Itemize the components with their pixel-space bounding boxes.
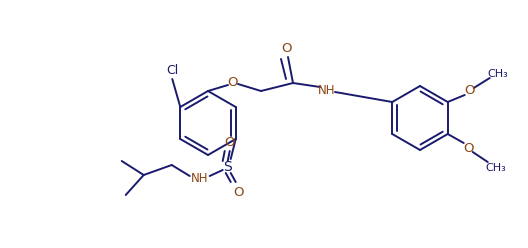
Text: O: O bbox=[281, 41, 291, 55]
Text: NH: NH bbox=[318, 84, 336, 96]
Text: O: O bbox=[465, 84, 475, 96]
Text: O: O bbox=[464, 143, 474, 155]
Text: O: O bbox=[224, 135, 235, 149]
Text: O: O bbox=[228, 76, 238, 90]
Text: S: S bbox=[223, 160, 232, 174]
Text: NH: NH bbox=[191, 172, 209, 185]
Text: CH₃: CH₃ bbox=[485, 163, 506, 173]
Text: CH₃: CH₃ bbox=[487, 69, 508, 79]
Text: O: O bbox=[233, 186, 244, 199]
Text: Cl: Cl bbox=[166, 63, 178, 76]
